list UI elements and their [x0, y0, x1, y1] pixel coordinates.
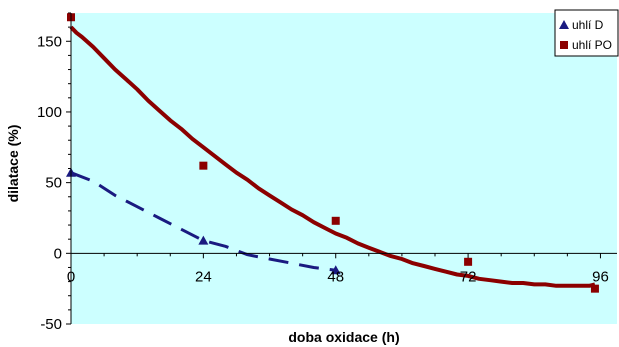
x-tick-label: 48	[327, 268, 344, 285]
x-axis-tick-labels: 0 24 48 72 96	[67, 268, 609, 285]
x-tick-label: 72	[460, 268, 477, 285]
trendline-1	[69, 25, 596, 288]
legend-marker-uhli-po	[560, 41, 568, 49]
data-point-1-2	[331, 216, 340, 225]
data-point-1-3	[464, 257, 473, 266]
y-tick-label: 50	[45, 175, 62, 192]
plot-area	[71, 13, 617, 324]
x-tick-label: 0	[67, 268, 75, 285]
data-point-0-1	[198, 235, 209, 245]
data-point-1-4	[590, 284, 599, 293]
legend-label-uhli-po: uhlí PO	[572, 38, 612, 52]
y-tick-label: 150	[37, 33, 62, 50]
x-tick-label: 24	[195, 268, 212, 285]
legend: uhlí D uhlí PO	[554, 9, 619, 57]
legend-marker-uhli-d	[559, 20, 569, 29]
data-point-0-2	[330, 265, 341, 275]
data-point-1-1	[199, 161, 208, 170]
y-axis-title: dilatace (%)	[5, 125, 21, 203]
y-axis-tick-labels: -50 0 50 100 150	[37, 33, 62, 333]
trendline-0	[70, 171, 336, 272]
x-tick-label: 96	[592, 268, 609, 285]
y-tick-label: 100	[37, 104, 62, 121]
y-tick-label: 0	[54, 245, 62, 262]
legend-label-uhli-d: uhlí D	[572, 18, 604, 32]
x-axis-title: doba oxidace (h)	[288, 329, 399, 345]
y-tick-label: -50	[40, 316, 62, 333]
